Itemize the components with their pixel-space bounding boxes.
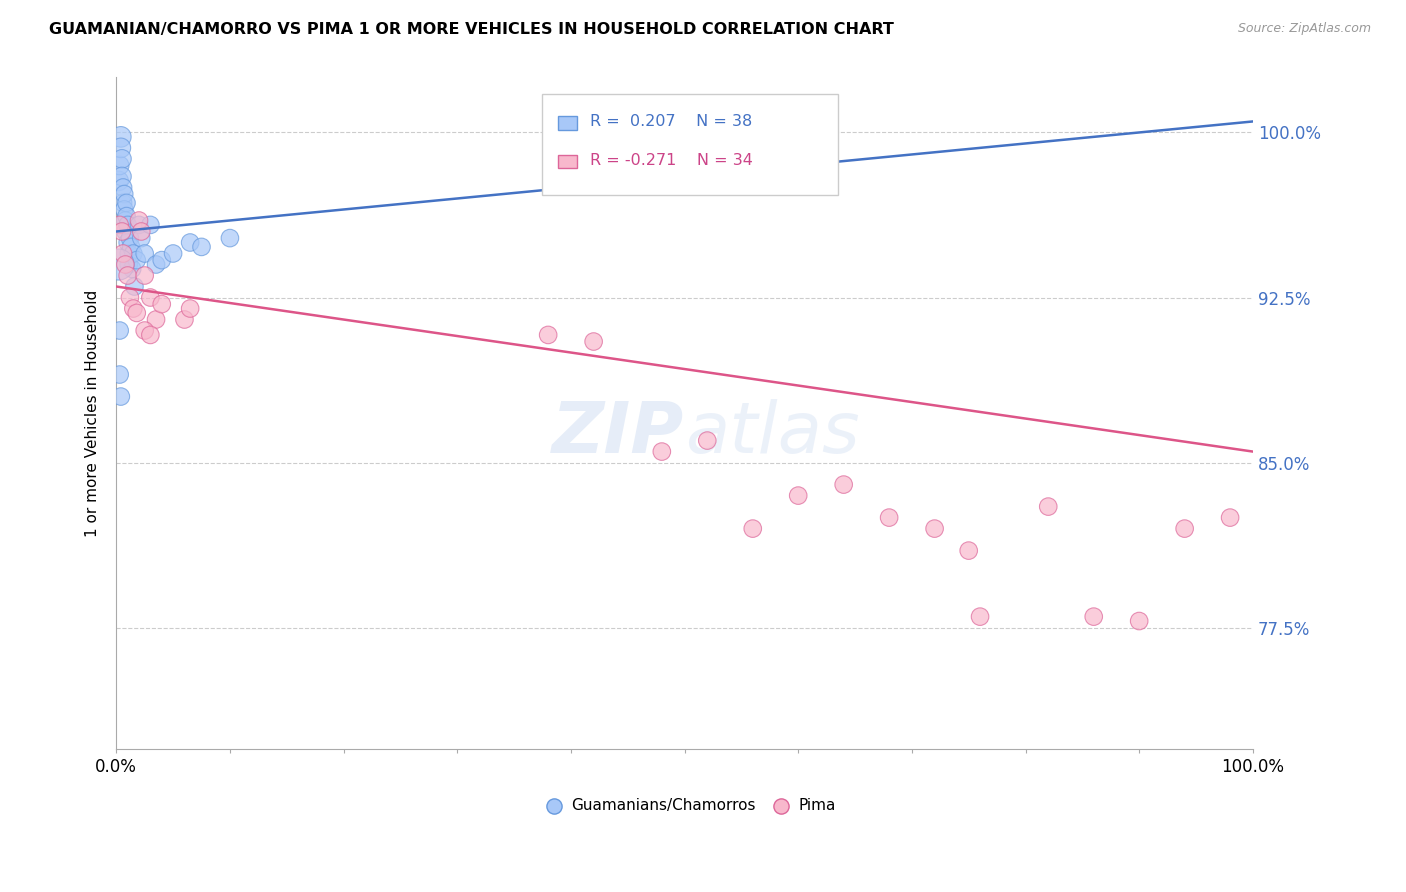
Point bbox=[1083, 609, 1105, 624]
Point bbox=[121, 261, 143, 276]
Point bbox=[111, 225, 134, 239]
Point bbox=[173, 312, 195, 326]
Point bbox=[111, 152, 134, 166]
Point bbox=[108, 159, 131, 173]
Point bbox=[1038, 500, 1060, 514]
Point bbox=[179, 235, 201, 250]
Point bbox=[129, 225, 152, 239]
Point bbox=[110, 129, 132, 144]
Point bbox=[120, 240, 142, 254]
Point bbox=[118, 258, 141, 272]
FancyBboxPatch shape bbox=[558, 154, 576, 168]
Point bbox=[110, 390, 132, 404]
Point bbox=[107, 174, 129, 188]
Y-axis label: 1 or more Vehicles in Household: 1 or more Vehicles in Household bbox=[86, 289, 100, 537]
Point bbox=[134, 246, 156, 260]
Point bbox=[111, 169, 134, 184]
Point bbox=[117, 235, 139, 250]
Point bbox=[741, 522, 763, 536]
Point bbox=[112, 195, 135, 210]
Text: R =  0.207    N = 38: R = 0.207 N = 38 bbox=[589, 114, 752, 129]
Point bbox=[696, 434, 718, 448]
Point bbox=[124, 279, 146, 293]
Point bbox=[112, 202, 135, 217]
Point bbox=[112, 187, 135, 202]
Point bbox=[787, 489, 810, 503]
Point bbox=[117, 218, 139, 232]
Point bbox=[128, 213, 150, 227]
Point bbox=[112, 246, 135, 260]
Point bbox=[150, 253, 173, 268]
Point bbox=[108, 218, 131, 232]
Text: ZIP: ZIP bbox=[553, 399, 685, 467]
Point bbox=[114, 225, 136, 239]
Point bbox=[139, 218, 162, 232]
Point bbox=[969, 609, 991, 624]
Point bbox=[139, 291, 162, 305]
Point bbox=[115, 195, 138, 210]
Point bbox=[162, 246, 184, 260]
Point bbox=[118, 231, 141, 245]
Point bbox=[150, 297, 173, 311]
Point bbox=[139, 327, 162, 342]
Point bbox=[832, 477, 855, 491]
Point bbox=[112, 180, 135, 194]
Point bbox=[128, 218, 150, 232]
Text: Pima: Pima bbox=[799, 798, 835, 814]
Text: Source: ZipAtlas.com: Source: ZipAtlas.com bbox=[1237, 22, 1371, 36]
Point bbox=[129, 231, 152, 245]
Text: atlas: atlas bbox=[685, 399, 859, 467]
Point bbox=[1219, 510, 1241, 524]
Point bbox=[219, 231, 242, 245]
Point bbox=[122, 246, 145, 260]
Point bbox=[957, 543, 980, 558]
Point bbox=[537, 327, 560, 342]
Point bbox=[122, 301, 145, 316]
Text: Guamanians/Chamorros: Guamanians/Chamorros bbox=[571, 798, 755, 814]
Point bbox=[108, 324, 131, 338]
Point bbox=[651, 444, 673, 458]
Point bbox=[1128, 614, 1150, 628]
Point bbox=[125, 306, 148, 320]
Point bbox=[877, 510, 900, 524]
Point bbox=[190, 240, 212, 254]
Point bbox=[118, 246, 141, 260]
Point bbox=[110, 141, 132, 155]
Point bbox=[114, 213, 136, 227]
Point bbox=[134, 268, 156, 283]
Point bbox=[125, 253, 148, 268]
Point bbox=[924, 522, 946, 536]
Text: R = -0.271    N = 34: R = -0.271 N = 34 bbox=[589, 153, 752, 168]
FancyBboxPatch shape bbox=[543, 95, 838, 195]
Point bbox=[108, 368, 131, 382]
Point bbox=[145, 258, 167, 272]
Point bbox=[107, 258, 129, 272]
Point bbox=[582, 334, 605, 349]
Point bbox=[145, 312, 167, 326]
Point bbox=[1174, 522, 1197, 536]
Point bbox=[179, 301, 201, 316]
FancyBboxPatch shape bbox=[558, 116, 576, 130]
Text: GUAMANIAN/CHAMORRO VS PIMA 1 OR MORE VEHICLES IN HOUSEHOLD CORRELATION CHART: GUAMANIAN/CHAMORRO VS PIMA 1 OR MORE VEH… bbox=[49, 22, 894, 37]
Point bbox=[114, 258, 136, 272]
Point bbox=[117, 268, 139, 283]
Point bbox=[118, 291, 141, 305]
Point bbox=[115, 209, 138, 223]
Point bbox=[134, 324, 156, 338]
